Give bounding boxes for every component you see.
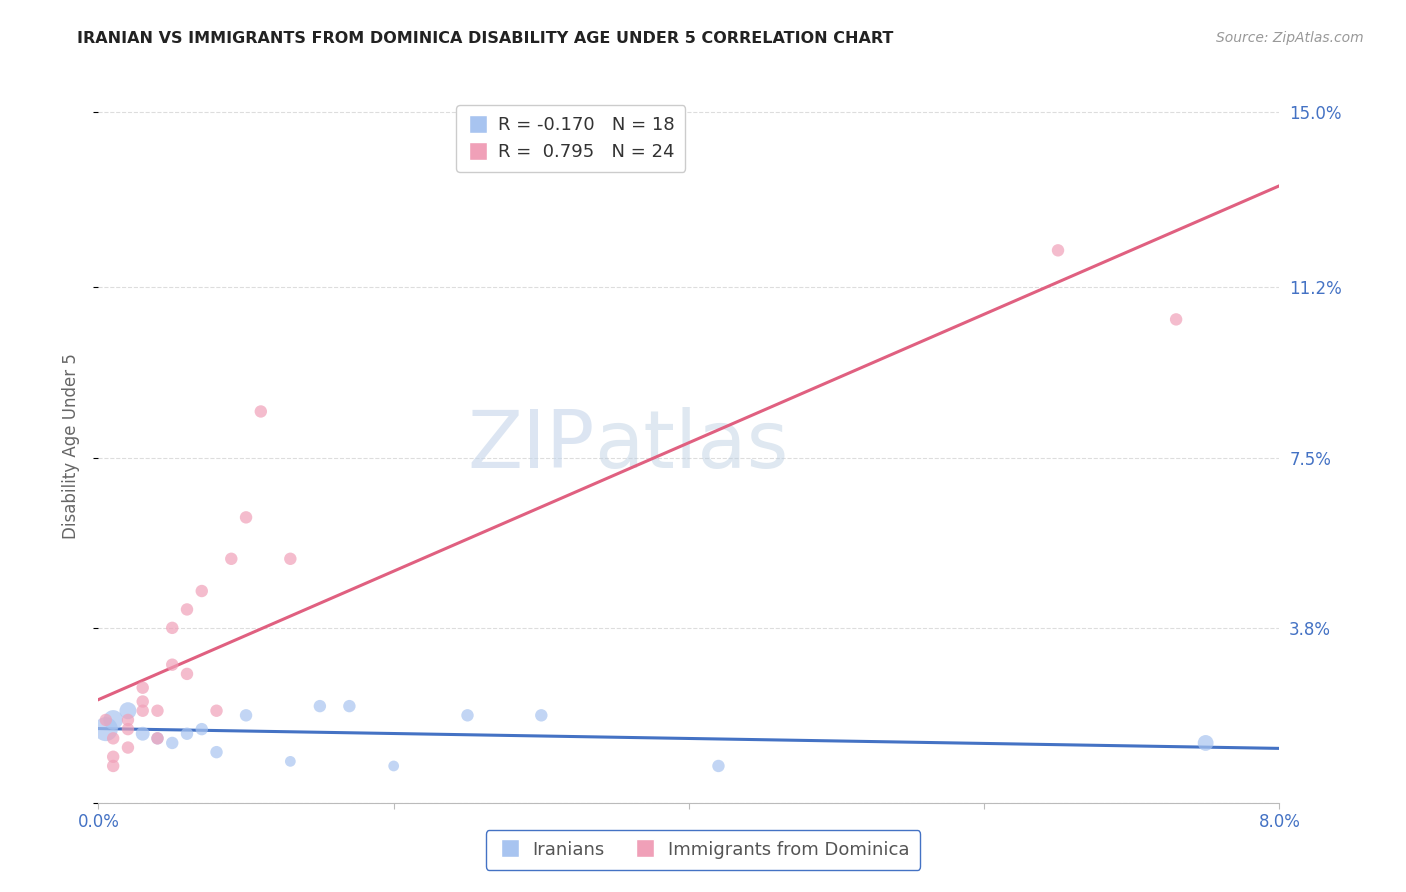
Point <box>162 657 183 672</box>
Point <box>132 694 155 708</box>
Legend: R = -0.170   N = 18, R =  0.795   N = 24: R = -0.170 N = 18, R = 0.795 N = 24 <box>457 105 685 172</box>
Point <box>132 704 155 718</box>
Point <box>250 404 273 418</box>
Point <box>339 699 361 714</box>
Point <box>94 713 117 727</box>
Point <box>176 727 198 741</box>
Point <box>176 602 198 616</box>
Point <box>176 666 198 681</box>
Point <box>94 722 117 736</box>
Point <box>235 708 257 723</box>
Point <box>146 704 169 718</box>
Point <box>146 731 169 746</box>
Point <box>103 749 125 764</box>
Point <box>117 704 139 718</box>
Point <box>132 727 155 741</box>
Point <box>1046 244 1070 258</box>
Point <box>707 759 730 773</box>
Point <box>280 551 302 566</box>
Legend: Iranians, Immigrants from Dominica: Iranians, Immigrants from Dominica <box>485 830 921 870</box>
Point <box>103 713 125 727</box>
Point <box>117 713 139 727</box>
Point <box>146 731 169 746</box>
Point <box>162 621 183 635</box>
Point <box>117 722 139 736</box>
Point <box>280 755 302 769</box>
Point <box>530 708 553 723</box>
Point <box>382 759 405 773</box>
Point <box>191 584 214 599</box>
Text: ZIP: ZIP <box>467 407 595 485</box>
Point <box>235 510 257 524</box>
Point <box>221 551 243 566</box>
Point <box>191 722 214 736</box>
Point <box>1195 736 1218 750</box>
Point <box>457 708 479 723</box>
Point <box>309 699 332 714</box>
Point <box>205 745 228 759</box>
Point <box>162 736 183 750</box>
Text: atlas: atlas <box>595 407 789 485</box>
Text: IRANIAN VS IMMIGRANTS FROM DOMINICA DISABILITY AGE UNDER 5 CORRELATION CHART: IRANIAN VS IMMIGRANTS FROM DOMINICA DISA… <box>77 31 894 46</box>
Point <box>117 740 139 755</box>
Text: Source: ZipAtlas.com: Source: ZipAtlas.com <box>1216 31 1364 45</box>
Point <box>205 704 228 718</box>
Point <box>1166 312 1188 326</box>
Y-axis label: Disability Age Under 5: Disability Age Under 5 <box>62 353 80 539</box>
Point <box>132 681 155 695</box>
Point <box>103 759 125 773</box>
Point <box>103 731 125 746</box>
